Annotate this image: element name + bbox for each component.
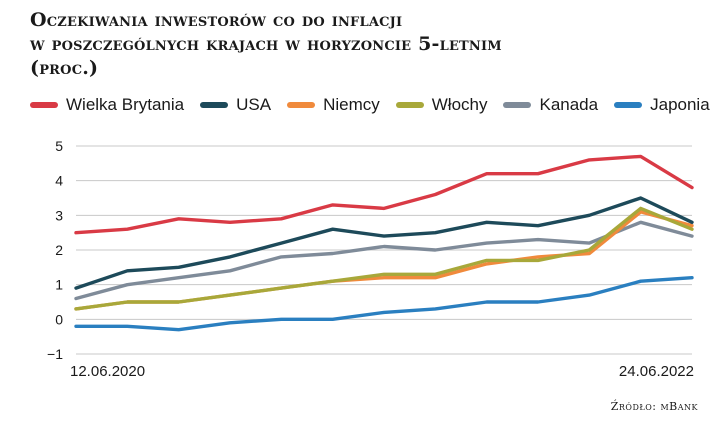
legend-label: USA [236,95,272,114]
series-line-usa [74,196,694,290]
legend-item-japonia: Japonia [614,95,710,115]
title-line-2: w poszczególnych krajach w horyzoncie 5-… [30,33,502,55]
title-line-3: (proc.) [30,57,99,79]
legend-item-włochy: Włochy [395,95,488,115]
x-tick-label-start: 12.06.2020 [70,363,145,380]
y-tick-label-4: 4 [55,173,63,189]
legend-swatch [503,102,532,108]
legend-swatch [200,102,229,108]
legend: Wielka Brytania USA Niemcy Włochy Kanada Japo… [30,94,710,116]
legend-label: Wielka Brytania [66,95,185,114]
legend-swatch [614,102,643,108]
series-line-wielka-brytania [74,154,694,235]
legend-item-usa: USA [200,95,271,115]
series-line-kanada [74,220,694,301]
legend-swatch [395,102,424,108]
y-tick-label-5: 5 [55,138,63,154]
y-tick-label-1: 1 [55,277,63,293]
legend-item-niemcy: Niemcy [287,95,380,115]
y-tick-label-3: 3 [55,207,63,223]
y-tick-label--1: −1 [47,346,63,362]
series-line-włochy [74,206,694,311]
legend-label: Japonia [650,95,710,114]
legend-label: Niemcy [323,95,380,114]
legend-label: Kanada [539,95,599,114]
legend-label: Włochy [431,95,488,114]
y-tick-label-0: 0 [55,311,63,327]
legend-item-wielka-brytania: Wielka Brytania [30,95,184,115]
x-tick-label-end: 24.06.2022 [619,363,694,380]
title-line-1: Oczekiwania inwestorów co do inflacji [30,9,403,31]
chart-title: Oczekiwania inwestorów co do inflacji w … [30,8,710,80]
y-tick-label-2: 2 [55,242,63,258]
legend-swatch [30,102,58,108]
series-line-niemcy [74,210,694,311]
legend-item-kanada: Kanada [503,95,598,115]
legend-swatch [287,102,316,108]
source-note: Źródło: mBank [610,400,698,413]
series-line-japonia [74,276,694,332]
